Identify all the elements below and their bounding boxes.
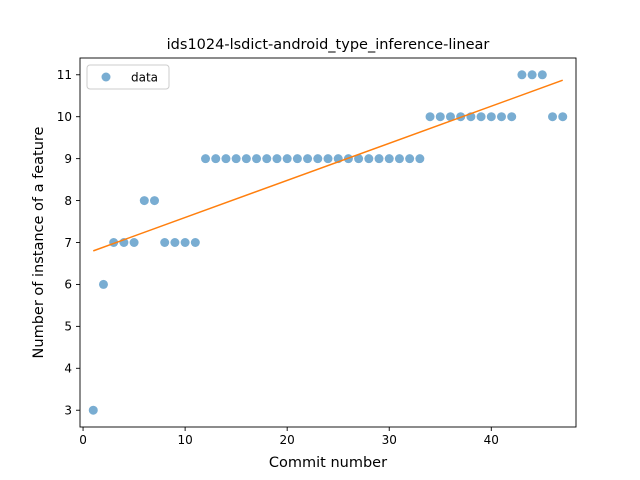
data-point: [548, 112, 558, 122]
plot-area: [88, 70, 568, 415]
data-point: [262, 154, 272, 164]
y-tick-label: 7: [64, 236, 72, 250]
data-point: [445, 112, 455, 122]
data-point: [303, 154, 313, 164]
data-point: [415, 154, 425, 164]
data-point: [405, 154, 415, 164]
data-point: [476, 112, 486, 122]
data-point: [252, 154, 262, 164]
y-tick-label: 6: [64, 278, 72, 292]
data-point: [394, 154, 404, 164]
data-point: [425, 112, 435, 122]
x-tick-label: 30: [382, 433, 397, 447]
data-point: [558, 112, 568, 122]
data-point: [201, 154, 211, 164]
data-point: [313, 154, 323, 164]
data-point: [435, 112, 445, 122]
data-point: [88, 405, 98, 415]
data-point: [231, 154, 241, 164]
y-tick-label: 4: [64, 362, 72, 376]
fit-line: [93, 79, 563, 252]
x-axis-ticks: 0 10 20 30 40: [79, 427, 499, 447]
legend-box: [86, 64, 170, 90]
data-point: [129, 238, 139, 247]
data-point: [160, 238, 170, 247]
x-axis-label: Commit number: [269, 455, 387, 471]
data-point: [180, 238, 190, 247]
data-point: [517, 70, 527, 80]
x-tick-label: 0: [79, 433, 87, 447]
data-point: [211, 154, 221, 164]
data-point: [537, 70, 547, 80]
x-tick-label: 40: [484, 433, 499, 447]
legend-marker: [101, 72, 111, 82]
y-tick-label: 9: [64, 152, 72, 166]
data-point: [150, 196, 160, 206]
data-point: [221, 154, 231, 164]
y-tick-label: 11: [57, 68, 72, 82]
data-point: [507, 112, 517, 122]
data-point: [486, 112, 496, 122]
data-point: [282, 154, 292, 164]
data-point: [496, 112, 506, 122]
y-tick-label: 5: [64, 320, 72, 334]
y-axis-label: Number of instance of a feature: [31, 126, 47, 358]
data-point: [241, 154, 251, 164]
data-point: [190, 238, 200, 247]
legend: data: [86, 64, 170, 90]
data-point: [323, 154, 333, 164]
data-point: [527, 70, 537, 80]
data-point: [98, 279, 108, 289]
data-point: [292, 154, 302, 164]
y-tick-label: 8: [64, 194, 72, 208]
data-point: [170, 238, 180, 247]
x-tick-label: 20: [280, 433, 295, 447]
y-tick-label: 3: [64, 404, 72, 418]
legend-label: data: [131, 71, 158, 85]
y-axis-ticks: 3 4 5 6 7 8 9 10 11: [57, 68, 80, 418]
y-tick-label: 10: [57, 110, 72, 124]
data-point: [364, 154, 374, 164]
data-point: [272, 154, 282, 164]
chart-title: ids1024-lsdict-android_type_inference-li…: [167, 37, 490, 53]
data-point: [374, 154, 384, 164]
data-point: [354, 154, 364, 164]
x-tick-label: 10: [177, 433, 192, 447]
data-point: [139, 196, 149, 206]
data-point: [384, 154, 394, 164]
